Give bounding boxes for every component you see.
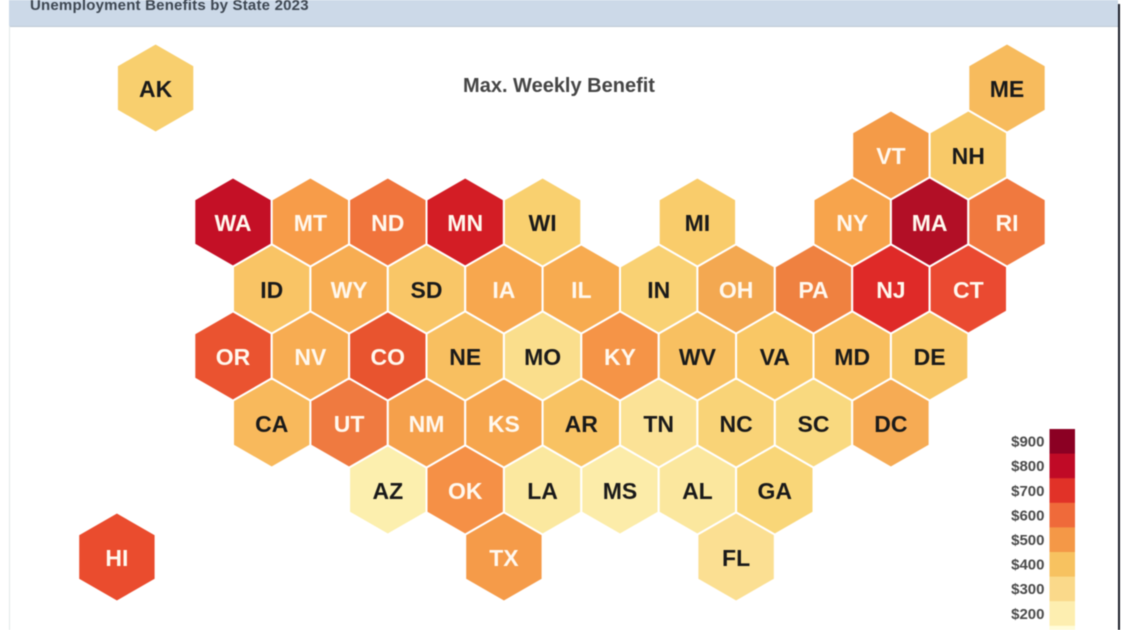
- svg-text:NH: NH: [952, 143, 985, 169]
- svg-text:MI: MI: [685, 210, 711, 236]
- svg-text:Max. Weekly Benefit: Max. Weekly Benefit: [463, 75, 655, 97]
- svg-text:AZ: AZ: [372, 478, 403, 504]
- svg-text:CT: CT: [953, 277, 984, 303]
- svg-text:TN: TN: [643, 411, 674, 437]
- svg-text:$700: $700: [1011, 483, 1044, 500]
- svg-text:HI: HI: [105, 545, 128, 571]
- svg-text:FL: FL: [722, 545, 750, 571]
- svg-text:KS: KS: [488, 411, 520, 437]
- svg-text:$300: $300: [1011, 581, 1044, 598]
- svg-text:NV: NV: [294, 344, 327, 370]
- svg-text:NJ: NJ: [876, 277, 905, 303]
- svg-text:KY: KY: [604, 344, 636, 370]
- svg-text:CA: CA: [255, 411, 288, 437]
- svg-text:WA: WA: [214, 210, 251, 236]
- svg-text:DC: DC: [874, 411, 907, 437]
- svg-text:ID: ID: [260, 277, 283, 303]
- svg-text:ND: ND: [371, 210, 404, 236]
- svg-text:UT: UT: [334, 411, 365, 437]
- svg-text:$400: $400: [1011, 557, 1044, 574]
- svg-text:LA: LA: [527, 478, 558, 504]
- svg-text:AR: AR: [565, 411, 599, 437]
- svg-text:IA: IA: [492, 277, 515, 303]
- svg-text:NY: NY: [836, 210, 868, 236]
- svg-text:SC: SC: [798, 411, 830, 437]
- svg-text:NE: NE: [449, 344, 481, 370]
- svg-text:ME: ME: [990, 76, 1025, 102]
- svg-text:$500: $500: [1011, 532, 1044, 549]
- svg-text:NM: NM: [409, 411, 445, 437]
- svg-text:$200: $200: [1011, 606, 1044, 623]
- svg-text:RI: RI: [996, 210, 1019, 236]
- svg-text:AL: AL: [682, 478, 713, 504]
- svg-text:OH: OH: [719, 277, 754, 303]
- svg-text:WI: WI: [529, 210, 557, 236]
- svg-text:WY: WY: [331, 277, 368, 303]
- svg-text:VT: VT: [876, 143, 905, 169]
- svg-text:MO: MO: [524, 344, 561, 370]
- svg-text:MA: MA: [912, 210, 948, 236]
- svg-text:IL: IL: [571, 277, 591, 303]
- svg-text:MD: MD: [834, 344, 870, 370]
- svg-text:TX: TX: [489, 545, 519, 571]
- svg-text:$800: $800: [1011, 458, 1044, 475]
- svg-text:MT: MT: [294, 210, 327, 236]
- svg-text:AK: AK: [139, 76, 173, 102]
- svg-text:PA: PA: [798, 277, 828, 303]
- svg-text:NC: NC: [719, 411, 752, 437]
- svg-text:IN: IN: [647, 277, 670, 303]
- svg-text:OK: OK: [448, 478, 483, 504]
- svg-text:VA: VA: [760, 344, 790, 370]
- svg-text:OR: OR: [216, 344, 251, 370]
- svg-text:DE: DE: [914, 344, 946, 370]
- svg-text:SD: SD: [411, 277, 443, 303]
- svg-text:GA: GA: [758, 478, 793, 504]
- svg-text:MS: MS: [603, 478, 638, 504]
- svg-text:WV: WV: [679, 344, 717, 370]
- svg-text:$900: $900: [1011, 434, 1044, 451]
- svg-text:CO: CO: [371, 344, 406, 370]
- svg-text:$600: $600: [1011, 507, 1044, 524]
- svg-text:MN: MN: [447, 210, 483, 236]
